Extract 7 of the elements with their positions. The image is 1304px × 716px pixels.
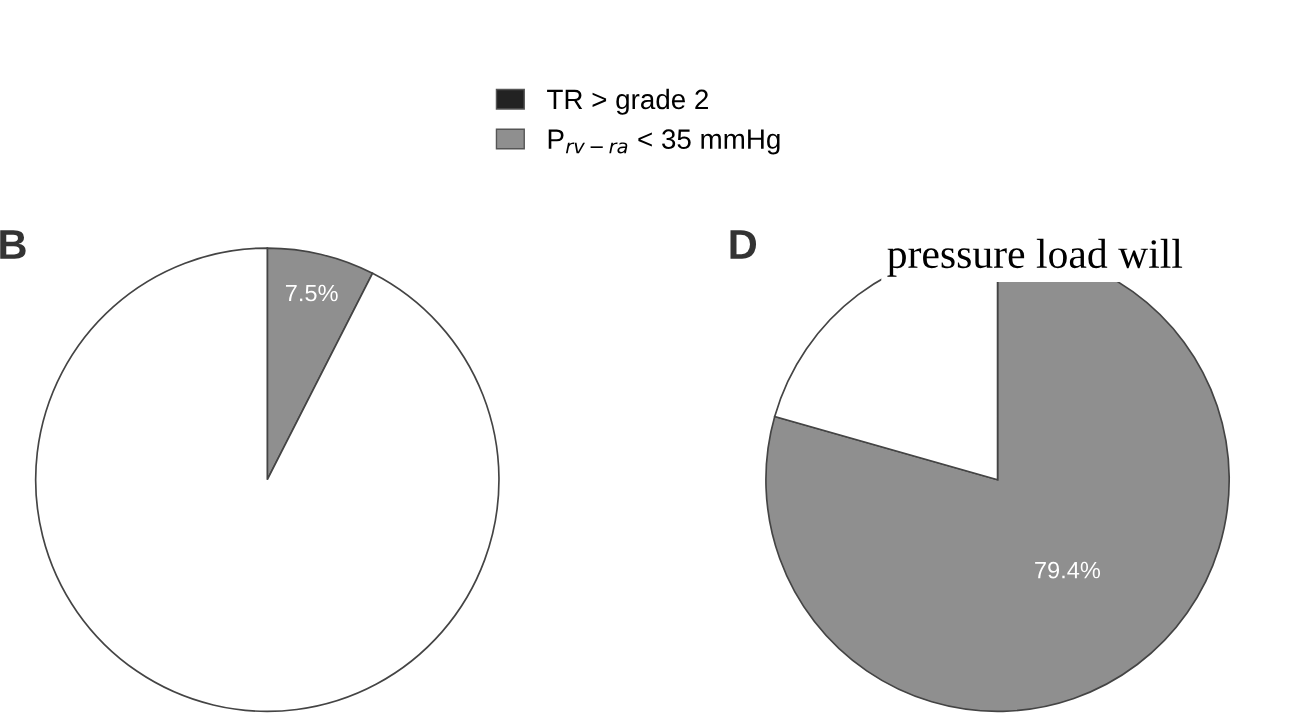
text: pressure load will [887, 238, 1183, 277]
legend-label: TR > grade 2 [547, 88, 708, 115]
data-label: 7.5% [285, 284, 338, 302]
legend-label: P$_{rv−ra}$ < 35 mmHg [548, 129, 780, 155]
chart-title: D [730, 230, 757, 259]
data-label: 79.4% [1035, 561, 1101, 579]
text: B [0, 230, 26, 259]
